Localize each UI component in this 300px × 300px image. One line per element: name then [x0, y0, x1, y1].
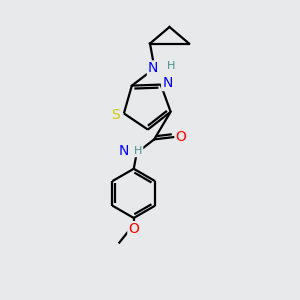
Text: H: H: [134, 146, 142, 156]
Text: H: H: [167, 61, 175, 71]
Text: S: S: [111, 108, 120, 122]
Text: O: O: [128, 222, 139, 236]
Text: N: N: [148, 61, 158, 75]
Text: N: N: [162, 76, 172, 90]
Text: N: N: [119, 144, 129, 158]
Text: O: O: [176, 130, 187, 144]
